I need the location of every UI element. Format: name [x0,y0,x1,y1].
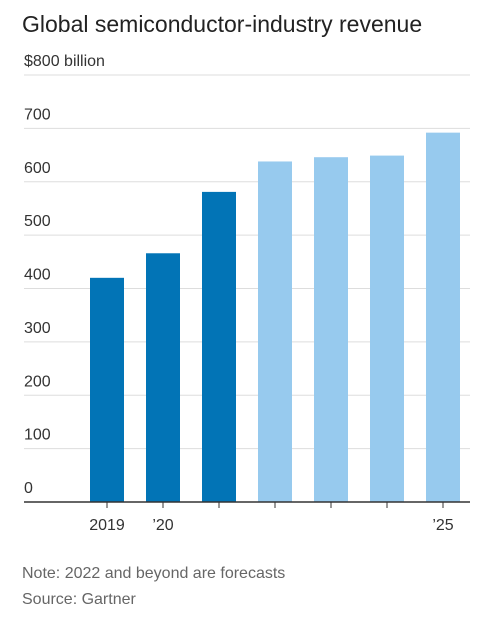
source-note: Source: Gartner [22,591,136,608]
bar-2020 [146,253,180,502]
bar-2024 [370,155,404,502]
bar-2021 [202,191,236,503]
x-tick-label-2020: ’20 [152,517,173,534]
x-tick-label-2019: 2019 [89,517,125,534]
y-tick-label-200: 200 [24,373,51,390]
y-tick-label-600: 600 [24,160,51,177]
y-tick-label-0: 0 [24,480,33,497]
chart-title: Global semiconductor-industry revenue [22,11,423,37]
x-tick-label-2025: ’25 [432,517,453,534]
y-tick-label-300: 300 [24,320,51,337]
y-tick-label-700: 700 [24,106,51,123]
bar-chart: 0 100 200 300 400 500 600 700 $800 billion 2019 ’2… [24,53,470,534]
forecast-note: Note: 2022 and beyond are forecasts [22,565,286,582]
y-tick-label-400: 400 [24,267,51,284]
bar-2022 [258,161,292,502]
bar-2023 [314,157,348,502]
y-tick-label-800: $800 billion [24,53,105,70]
bar-2019 [90,277,124,502]
y-tick-label-500: 500 [24,213,51,230]
y-tick-label-100: 100 [24,427,51,444]
bar-2025 [426,132,460,502]
